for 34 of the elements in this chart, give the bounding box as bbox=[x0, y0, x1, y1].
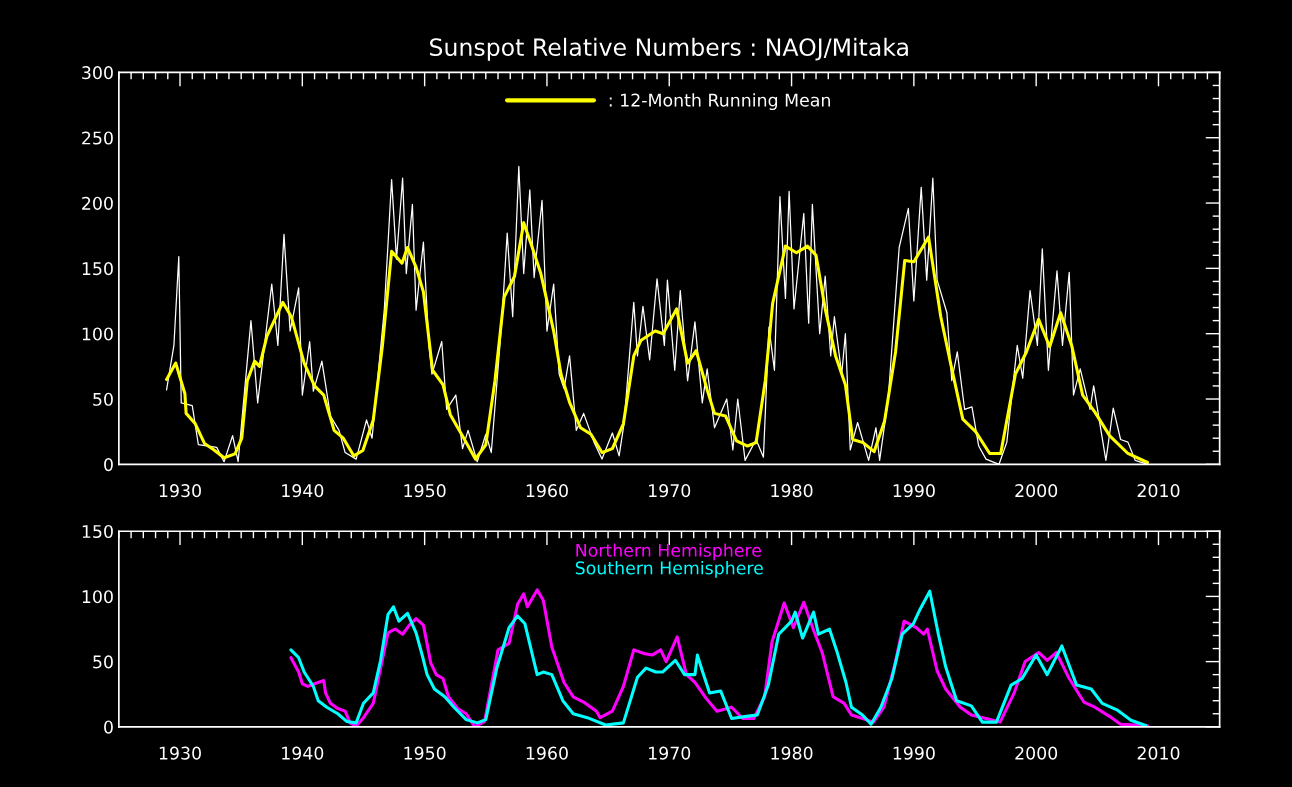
x-tick-label: 1950 bbox=[404, 484, 446, 498]
x-tick-label: 1950 bbox=[404, 746, 446, 760]
x-tick-label: 1980 bbox=[771, 484, 813, 498]
x-tick-label: 1930 bbox=[159, 746, 201, 760]
y-tick-label: 250 bbox=[82, 131, 113, 145]
x-tick-label: 2010 bbox=[1137, 746, 1180, 760]
y-tick-label: 200 bbox=[82, 196, 113, 210]
text: : 12-Month Running Mean bbox=[609, 93, 830, 111]
y-tick-label: 150 bbox=[82, 524, 113, 539]
x-tick-label: 1940 bbox=[282, 484, 324, 498]
text: Southern Hemisphere bbox=[575, 561, 763, 578]
line-series bbox=[165, 221, 1150, 465]
y-tick-label: 50 bbox=[93, 655, 113, 669]
x-tick-label: 1970 bbox=[649, 484, 691, 498]
y-tick-label: 300 bbox=[82, 66, 113, 80]
y-tick-label: 50 bbox=[93, 392, 113, 406]
x-tick-label: 1990 bbox=[893, 746, 935, 760]
x-tick-label: 2000 bbox=[1015, 746, 1058, 760]
x-tick-label: 1930 bbox=[159, 484, 201, 498]
y-tick-label: 100 bbox=[82, 590, 113, 604]
x-tick-label: 2010 bbox=[1137, 484, 1180, 498]
x-tick-label: 1970 bbox=[649, 746, 691, 760]
y-tick-label: 150 bbox=[82, 262, 113, 276]
x-tick-label: 1960 bbox=[526, 746, 568, 760]
x-tick-label: 2000 bbox=[1015, 484, 1058, 498]
x-tick-label: 1990 bbox=[893, 484, 935, 498]
x-tick-label: 1960 bbox=[526, 484, 568, 498]
x-tick-label: 1980 bbox=[771, 746, 813, 760]
y-tick-label: 0 bbox=[104, 720, 113, 734]
y-tick-label: 100 bbox=[82, 327, 113, 341]
text: Northern Hemisphere bbox=[576, 543, 761, 561]
x-tick-label: 1940 bbox=[282, 746, 324, 760]
chart-title: Sunspot Relative Numbers : NAOJ/Mitaka bbox=[430, 37, 908, 61]
y-tick-label: 0 bbox=[104, 458, 113, 472]
